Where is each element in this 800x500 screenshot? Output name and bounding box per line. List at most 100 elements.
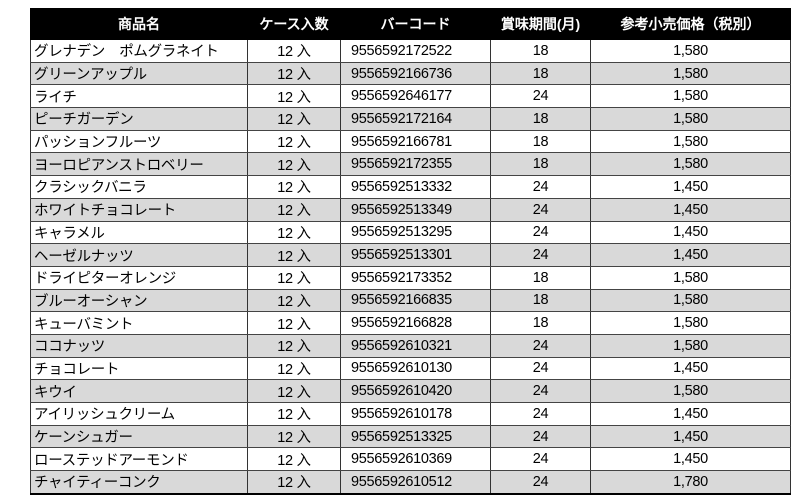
product-name-cell: チャイティーコンク	[30, 470, 248, 495]
case-quantity-cell: 12 入	[247, 379, 341, 403]
case-quantity-cell: 12 入	[247, 62, 341, 86]
barcode-cell: 9556592646177	[340, 84, 491, 109]
shelf-life-cell: 24	[490, 447, 591, 472]
header-product-name: 商品名	[30, 8, 248, 40]
retail-price-cell: 1,580	[590, 266, 791, 290]
shelf-life-cell: 18	[490, 152, 591, 177]
table-row: グレナデン ポムグラネイト 12 入 9556592172522 18 1,580	[30, 39, 791, 63]
case-quantity-cell: 12 入	[247, 357, 341, 381]
barcode-cell: 9556592173352	[340, 266, 491, 290]
table-row: ライチ 12 入 9556592646177 24 1,580	[30, 84, 791, 109]
retail-price-cell: 1,580	[590, 84, 791, 109]
barcode-cell: 9556592610130	[340, 357, 491, 381]
retail-price-cell: 1,580	[590, 289, 791, 313]
table-row: ケーンシュガー 12 入 9556592513325 24 1,450	[30, 425, 791, 449]
case-quantity-cell: 12 入	[247, 289, 341, 313]
barcode-cell: 9556592610512	[340, 470, 491, 495]
barcode-cell: 9556592513349	[340, 198, 491, 222]
product-name-cell: ライチ	[30, 84, 248, 109]
shelf-life-cell: 24	[490, 402, 591, 426]
barcode-cell: 9556592513301	[340, 243, 491, 267]
barcode-cell: 9556592513325	[340, 425, 491, 449]
table-row: ピーチガーデン 12 入 9556592172164 18 1,580	[30, 107, 791, 131]
barcode-cell: 9556592610420	[340, 379, 491, 403]
case-quantity-cell: 12 入	[247, 470, 341, 495]
case-quantity-cell: 12 入	[247, 334, 341, 358]
table-row: グリーンアップル 12 入 9556592166736 18 1,580	[30, 62, 791, 86]
shelf-life-cell: 24	[490, 379, 591, 403]
retail-price-cell: 1,450	[590, 221, 791, 245]
table-row: チョコレート 12 入 9556592610130 24 1,450	[30, 357, 791, 381]
case-quantity-cell: 12 入	[247, 84, 341, 109]
product-name-cell: グレナデン ポムグラネイト	[30, 39, 248, 63]
case-quantity-cell: 12 入	[247, 175, 341, 199]
product-name-cell: ココナッツ	[30, 334, 248, 358]
table-row: クラシックバニラ 12 入 9556592513332 24 1,450	[30, 175, 791, 199]
barcode-cell: 9556592172355	[340, 152, 491, 177]
barcode-cell: 9556592166781	[340, 130, 491, 154]
retail-price-cell: 1,450	[590, 175, 791, 199]
barcode-cell: 9556592166835	[340, 289, 491, 313]
case-quantity-cell: 12 入	[247, 266, 341, 290]
product-name-cell: ピーチガーデン	[30, 107, 248, 131]
shelf-life-cell: 24	[490, 221, 591, 245]
retail-price-cell: 1,450	[590, 402, 791, 426]
barcode-cell: 9556592172522	[340, 39, 491, 63]
shelf-life-cell: 24	[490, 198, 591, 222]
header-row: 商品名 ケース入数 バーコード 賞味期間(月) 参考小売価格（税別）	[30, 8, 791, 40]
header-retail-price: 参考小売価格（税別）	[590, 8, 791, 40]
case-quantity-cell: 12 入	[247, 402, 341, 426]
retail-price-cell: 1,450	[590, 243, 791, 267]
case-quantity-cell: 12 入	[247, 425, 341, 449]
barcode-cell: 9556592610369	[340, 447, 491, 472]
table-body: グレナデン ポムグラネイト 12 入 9556592172522 18 1,580 グリー…	[30, 39, 791, 495]
case-quantity-cell: 12 入	[247, 130, 341, 154]
table-row: ローステッドアーモンド 12 入 9556592610369 24 1,450	[30, 447, 791, 472]
header-case-quantity: ケース入数	[247, 8, 341, 40]
case-quantity-cell: 12 入	[247, 39, 341, 63]
case-quantity-cell: 12 入	[247, 311, 341, 335]
header-barcode: バーコード	[340, 8, 491, 40]
barcode-cell: 9556592166736	[340, 62, 491, 86]
case-quantity-cell: 12 入	[247, 221, 341, 245]
barcode-cell: 9556592172164	[340, 107, 491, 131]
retail-price-cell: 1,580	[590, 130, 791, 154]
product-name-cell: クラシックバニラ	[30, 175, 248, 199]
shelf-life-cell: 24	[490, 425, 591, 449]
barcode-cell: 9556592513332	[340, 175, 491, 199]
shelf-life-cell: 18	[490, 266, 591, 290]
table-row: キウイ 12 入 9556592610420 24 1,580	[30, 379, 791, 403]
case-quantity-cell: 12 入	[247, 243, 341, 267]
case-quantity-cell: 12 入	[247, 152, 341, 177]
barcode-cell: 9556592610321	[340, 334, 491, 358]
product-name-cell: ヨーロピアンストロベリー	[30, 152, 248, 177]
barcode-cell: 9556592513295	[340, 221, 491, 245]
table-row: キャラメル 12 入 9556592513295 24 1,450	[30, 221, 791, 245]
table-row: アイリッシュクリーム 12 入 9556592610178 24 1,450	[30, 402, 791, 426]
barcode-cell: 9556592610178	[340, 402, 491, 426]
table-row: ココナッツ 12 入 9556592610321 24 1,580	[30, 334, 791, 358]
retail-price-cell: 1,450	[590, 357, 791, 381]
case-quantity-cell: 12 入	[247, 447, 341, 472]
shelf-life-cell: 18	[490, 39, 591, 63]
product-name-cell: アイリッシュクリーム	[30, 402, 248, 426]
barcode-cell: 9556592166828	[340, 311, 491, 335]
retail-price-cell: 1,580	[590, 107, 791, 131]
product-name-cell: ブルーオーシャン	[30, 289, 248, 313]
table-row: ヘーゼルナッツ 12 入 9556592513301 24 1,450	[30, 243, 791, 267]
retail-price-cell: 1,450	[590, 198, 791, 222]
retail-price-cell: 1,780	[590, 470, 791, 495]
shelf-life-cell: 24	[490, 84, 591, 109]
table-row: キューバミント 12 入 9556592166828 18 1,580	[30, 311, 791, 335]
case-quantity-cell: 12 入	[247, 198, 341, 222]
shelf-life-cell: 18	[490, 289, 591, 313]
table-row: ホワイトチョコレート 12 入 9556592513349 24 1,450	[30, 198, 791, 222]
header-shelf-life: 賞味期間(月)	[490, 8, 591, 40]
product-name-cell: キャラメル	[30, 221, 248, 245]
product-name-cell: チョコレート	[30, 357, 248, 381]
shelf-life-cell: 24	[490, 470, 591, 495]
table-row: ヨーロピアンストロベリー 12 入 9556592172355 18 1,580	[30, 152, 791, 177]
retail-price-cell: 1,580	[590, 39, 791, 63]
shelf-life-cell: 18	[490, 130, 591, 154]
retail-price-cell: 1,580	[590, 334, 791, 358]
